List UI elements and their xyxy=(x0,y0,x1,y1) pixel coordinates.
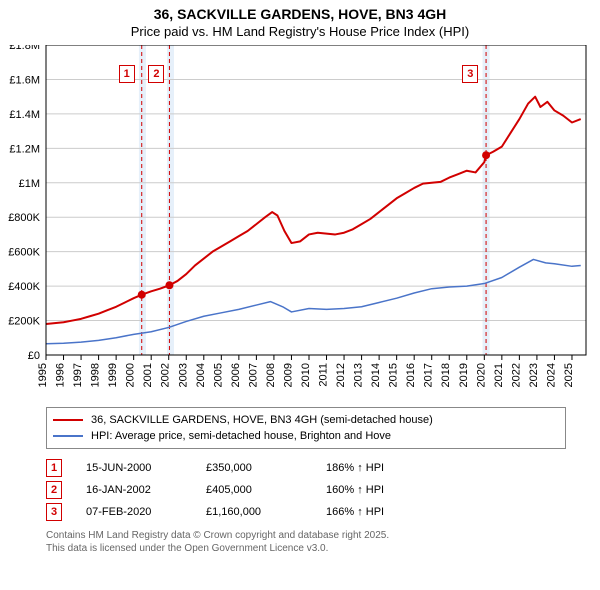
chart-marker: 2 xyxy=(148,65,164,83)
annotation-price: £1,160,000 xyxy=(206,506,326,518)
svg-text:2017: 2017 xyxy=(423,363,435,387)
svg-text:2005: 2005 xyxy=(212,363,224,387)
svg-text:£1.4M: £1.4M xyxy=(9,109,40,121)
svg-text:2014: 2014 xyxy=(370,363,382,387)
legend-label: 36, SACKVILLE GARDENS, HOVE, BN3 4GH (se… xyxy=(91,414,433,426)
svg-text:2024: 2024 xyxy=(545,363,557,387)
svg-text:2010: 2010 xyxy=(300,363,312,387)
svg-text:2012: 2012 xyxy=(335,363,347,387)
svg-text:2007: 2007 xyxy=(247,363,259,387)
footer: Contains HM Land Registry data © Crown c… xyxy=(46,529,566,555)
annotation-date: 07-FEB-2020 xyxy=(86,506,206,518)
svg-text:2002: 2002 xyxy=(160,363,172,387)
svg-text:2003: 2003 xyxy=(177,363,189,387)
title-subtitle: Price paid vs. HM Land Registry's House … xyxy=(0,24,600,39)
annotation-marker: 1 xyxy=(46,459,62,477)
annotation-row: 3 07-FEB-2020 £1,160,000 166% ↑ HPI xyxy=(46,501,566,523)
svg-text:1996: 1996 xyxy=(55,363,67,387)
svg-text:£0: £0 xyxy=(28,350,40,362)
svg-text:£1.8M: £1.8M xyxy=(9,45,40,52)
svg-text:2019: 2019 xyxy=(458,363,470,387)
annotation-row: 1 15-JUN-2000 £350,000 186% ↑ HPI xyxy=(46,457,566,479)
legend-row: 36, SACKVILLE GARDENS, HOVE, BN3 4GH (se… xyxy=(53,412,559,428)
annotation-pct: 186% ↑ HPI xyxy=(326,462,446,474)
svg-text:2016: 2016 xyxy=(405,363,417,387)
svg-text:2004: 2004 xyxy=(195,363,207,387)
svg-text:£1M: £1M xyxy=(19,178,40,190)
svg-text:£600K: £600K xyxy=(8,247,40,259)
svg-text:2023: 2023 xyxy=(528,363,540,387)
svg-text:1999: 1999 xyxy=(107,363,119,387)
legend: 36, SACKVILLE GARDENS, HOVE, BN3 4GH (se… xyxy=(46,407,566,449)
svg-text:2018: 2018 xyxy=(440,363,452,387)
svg-text:2025: 2025 xyxy=(563,363,575,387)
svg-text:£1.6M: £1.6M xyxy=(9,74,40,86)
svg-text:2021: 2021 xyxy=(493,363,505,387)
chart-svg: £0 £200K £400K £600K £800K £1M £1.2M £1.4M £1.6M… xyxy=(0,45,600,401)
annotation-price: £350,000 xyxy=(206,462,326,474)
annotation-row: 2 16-JAN-2002 £405,000 160% ↑ HPI xyxy=(46,479,566,501)
svg-text:£200K: £200K xyxy=(8,316,40,328)
svg-text:1997: 1997 xyxy=(72,363,84,387)
svg-text:£800K: £800K xyxy=(8,212,40,224)
annotation-date: 16-JAN-2002 xyxy=(86,484,206,496)
annotation-price: £405,000 xyxy=(206,484,326,496)
footer-line1: Contains HM Land Registry data © Crown c… xyxy=(46,529,566,542)
svg-text:2022: 2022 xyxy=(510,363,522,387)
title-block: 36, SACKVILLE GARDENS, HOVE, BN3 4GH Pri… xyxy=(0,0,600,39)
svg-text:1998: 1998 xyxy=(90,363,102,387)
svg-text:2011: 2011 xyxy=(318,363,330,387)
annotation-pct: 160% ↑ HPI xyxy=(326,484,446,496)
annotation-marker: 3 xyxy=(46,503,62,521)
chart-marker: 3 xyxy=(462,65,478,83)
svg-text:2001: 2001 xyxy=(142,363,154,387)
svg-text:1995: 1995 xyxy=(37,363,49,387)
legend-label: HPI: Average price, semi-detached house,… xyxy=(91,430,391,442)
footer-line2: This data is licensed under the Open Gov… xyxy=(46,542,566,555)
legend-row: HPI: Average price, semi-detached house,… xyxy=(53,428,559,444)
legend-swatch xyxy=(53,419,83,421)
svg-text:£400K: £400K xyxy=(8,281,40,293)
chart-area: £0 £200K £400K £600K £800K £1M £1.2M £1.4M £1.6M… xyxy=(0,45,600,401)
annotation-marker: 2 xyxy=(46,481,62,499)
svg-text:2008: 2008 xyxy=(265,363,277,387)
annotation-date: 15-JUN-2000 xyxy=(86,462,206,474)
annotation-table: 1 15-JUN-2000 £350,000 186% ↑ HPI 2 16-J… xyxy=(46,457,566,523)
title-address: 36, SACKVILLE GARDENS, HOVE, BN3 4GH xyxy=(0,6,600,22)
chart-marker: 1 xyxy=(119,65,135,83)
svg-text:2006: 2006 xyxy=(230,363,242,387)
legend-swatch xyxy=(53,435,83,437)
svg-text:2009: 2009 xyxy=(282,363,294,387)
svg-text:£1.2M: £1.2M xyxy=(9,143,40,155)
annotation-pct: 166% ↑ HPI xyxy=(326,506,446,518)
svg-text:2015: 2015 xyxy=(388,363,400,387)
svg-text:2020: 2020 xyxy=(475,363,487,387)
svg-text:2013: 2013 xyxy=(353,363,365,387)
svg-text:2000: 2000 xyxy=(125,363,137,387)
